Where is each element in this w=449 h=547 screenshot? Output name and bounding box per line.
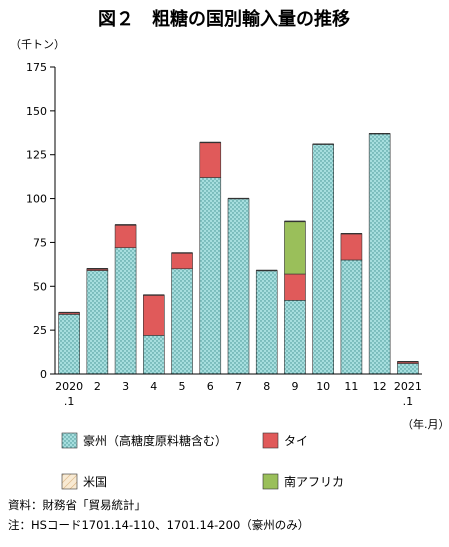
legend-label: タイ	[284, 434, 308, 448]
x-tick-label: 5	[179, 380, 186, 393]
bar-segment	[227, 198, 250, 375]
y-tick-label: 0	[40, 368, 47, 381]
y-axis-ticks: 0 25 50 75 100 125 150 175	[26, 61, 55, 381]
x-tick-label: 3	[122, 380, 129, 393]
legend-swatch	[61, 432, 78, 449]
x-tick-label: 10	[316, 380, 330, 393]
bar-segment	[86, 270, 109, 375]
legend-label: 豪州（高糖度原料糖含む）	[83, 433, 227, 448]
legend-swatch	[262, 473, 279, 490]
bars	[58, 132, 419, 375]
x-axis-unit: （年.月）	[402, 417, 449, 431]
bar-segment	[114, 247, 137, 375]
bar-segment	[284, 273, 306, 301]
source-note: 資料：財務省「貿易統計」	[8, 498, 146, 512]
x-tick-label: 12	[373, 380, 387, 393]
bar-segment	[171, 252, 193, 270]
y-tick-label: 25	[33, 324, 47, 337]
x-tick-label: 7	[235, 380, 242, 393]
bar-segment	[340, 233, 363, 261]
x-tick-label: 2020.1	[55, 380, 83, 408]
bar-segment	[171, 268, 193, 375]
footnote: 注：HSコード1701.14-110、1701.14-200（豪州のみ）	[8, 518, 310, 532]
bar-segment	[312, 143, 334, 375]
bar-segment	[284, 221, 306, 275]
bar-segment	[284, 300, 306, 375]
bar-segment	[199, 142, 222, 178]
bar-segment	[199, 177, 222, 375]
x-axis-labels: 2020.1 2 3 4 5 6 7 8 9 10 11 12 2021.1	[55, 380, 422, 408]
bar-segment	[255, 270, 278, 375]
x-tick-label: 6	[207, 380, 214, 393]
bar-segment	[340, 259, 363, 375]
y-tick-label: 50	[33, 280, 47, 293]
y-axis-unit: （千トン）	[10, 38, 65, 51]
y-tick-label: 100	[26, 193, 47, 206]
y-tick-label: 125	[26, 149, 47, 162]
bar-segment	[368, 133, 391, 375]
y-tick-label: 150	[26, 105, 47, 118]
bar-segment	[58, 314, 80, 375]
legend-swatch	[61, 473, 78, 490]
y-tick-label: 75	[33, 236, 47, 249]
x-tick-label: 11	[344, 380, 358, 393]
legend-swatch	[262, 432, 279, 449]
bar-segment	[397, 363, 419, 375]
x-tick-label: 8	[263, 380, 270, 393]
bar-segment	[114, 224, 137, 248]
legend-label: 米国	[83, 475, 107, 489]
x-tick-label: 2021.1	[394, 380, 422, 408]
y-tick-label: 175	[26, 61, 47, 74]
bar-segment	[143, 294, 165, 336]
x-tick-label: 2	[94, 380, 101, 393]
legend-label: 南アフリカ	[284, 474, 344, 489]
chart-title: 図２ 粗糖の国別輸入量の推移	[98, 8, 350, 30]
x-tick-label: 9	[291, 380, 298, 393]
bar-segment	[143, 335, 165, 375]
x-tick-label: 4	[150, 380, 157, 393]
